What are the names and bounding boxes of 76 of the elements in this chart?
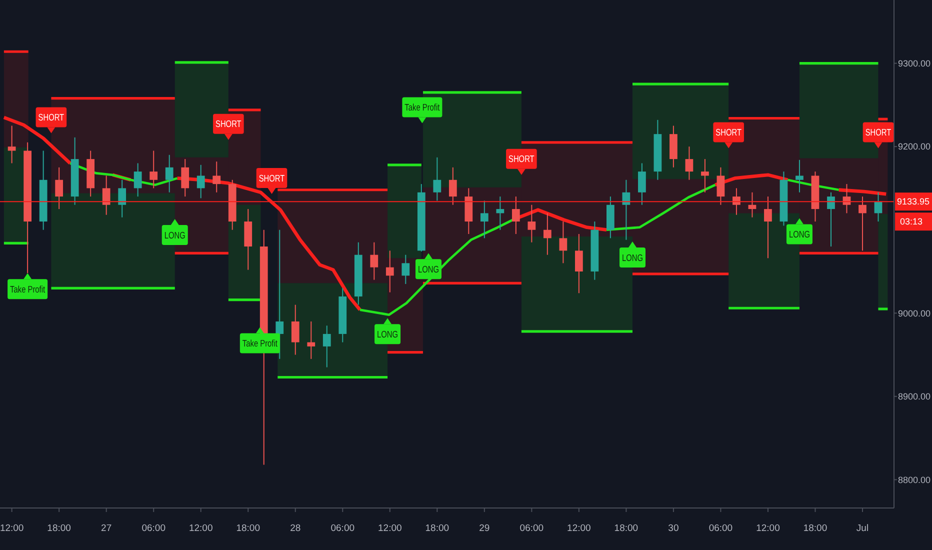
candlestick bbox=[102, 175, 110, 216]
candlestick bbox=[196, 164, 205, 199]
y-tick-label: 9300.00 bbox=[898, 58, 931, 68]
annotation: LONG bbox=[377, 329, 404, 340]
candlestick bbox=[402, 254, 410, 284]
annotation: LONG bbox=[164, 230, 192, 242]
annotation: LONG bbox=[418, 264, 445, 276]
text: 03:13 bbox=[900, 216, 923, 227]
candlestick bbox=[748, 192, 756, 218]
candlestick bbox=[370, 242, 378, 280]
x-tick-label: 18:00 bbox=[803, 523, 828, 534]
x-tick-label: 12:00 bbox=[378, 523, 402, 534]
y-tick-label: 9000.00 bbox=[898, 308, 931, 318]
candlestick bbox=[827, 192, 835, 248]
candlestick bbox=[118, 179, 126, 218]
x-tick-label: 06:00 bbox=[520, 523, 544, 534]
x-tick-label: 12:00 bbox=[188, 523, 213, 534]
candlestick bbox=[796, 159, 804, 193]
annotation: Take Profit bbox=[404, 102, 450, 114]
candlestick bbox=[574, 234, 583, 294]
candlestick bbox=[448, 166, 457, 206]
annotation: SHORT bbox=[38, 112, 72, 124]
annotation: LONG bbox=[788, 230, 816, 241]
candlestick bbox=[732, 188, 740, 216]
candlestick bbox=[512, 196, 520, 235]
x-tick-label: 06:00 bbox=[330, 523, 355, 534]
candlestick bbox=[701, 158, 709, 193]
candlestick bbox=[716, 166, 725, 206]
candlestick bbox=[543, 212, 552, 256]
annotation: LONG bbox=[622, 252, 649, 264]
annotation: Take Profit bbox=[10, 284, 55, 296]
candlestick bbox=[858, 196, 866, 252]
candlestick bbox=[528, 204, 536, 243]
annotation: SHORT bbox=[216, 119, 249, 130]
x-tick-label: 29 bbox=[479, 523, 490, 534]
candlestick bbox=[638, 162, 646, 206]
annotation: SHORT bbox=[865, 128, 898, 139]
annotation: SHORT bbox=[258, 173, 292, 184]
x-tick-label: 18:00 bbox=[236, 523, 260, 534]
candlestick bbox=[322, 325, 331, 368]
candlestick bbox=[386, 250, 394, 293]
annotation: SHORT bbox=[508, 154, 542, 166]
candlestick bbox=[165, 154, 174, 193]
candlestick bbox=[559, 221, 568, 264]
candlestick bbox=[496, 196, 504, 230]
candlestick bbox=[181, 158, 190, 198]
x-tick-label: 12:00 bbox=[0, 523, 24, 534]
candlestick bbox=[764, 196, 772, 259]
annotation: SHORT bbox=[716, 128, 749, 139]
x-tick-label: 30 bbox=[668, 523, 679, 534]
candlestick bbox=[8, 125, 16, 164]
x-tick-label: 06:00 bbox=[142, 523, 166, 534]
x-tick-label: 12:00 bbox=[567, 523, 591, 534]
candlestick bbox=[307, 320, 316, 360]
candlestick bbox=[874, 192, 882, 222]
candlestick bbox=[55, 166, 64, 210]
x-tick-label: 27 bbox=[101, 523, 112, 534]
x-tick-label: 18:00 bbox=[425, 523, 450, 534]
x-tick-label: 18:00 bbox=[614, 523, 638, 534]
candlestick bbox=[150, 150, 158, 189]
candlestick bbox=[480, 200, 488, 239]
y-tick-label: 8900.00 bbox=[898, 392, 931, 402]
y-tick-label: 9200.00 bbox=[898, 142, 931, 152]
candlestick bbox=[134, 162, 142, 198]
x-tick-label: 28 bbox=[290, 523, 301, 534]
ref-line-label: 9133.95 bbox=[897, 196, 930, 207]
y-tick-label: 8800.00 bbox=[898, 474, 931, 485]
candlestick bbox=[685, 146, 694, 180]
x-tick-label: Jul bbox=[856, 523, 869, 534]
annotation: Take Profit bbox=[242, 338, 288, 350]
candlestick bbox=[291, 304, 300, 356]
x-tick-label: 06:00 bbox=[708, 523, 733, 534]
candlestick bbox=[433, 156, 442, 202]
x-tick-label: 12:00 bbox=[756, 523, 780, 534]
x-tick-label: 18:00 bbox=[47, 523, 71, 534]
candlestick bbox=[212, 161, 221, 193]
